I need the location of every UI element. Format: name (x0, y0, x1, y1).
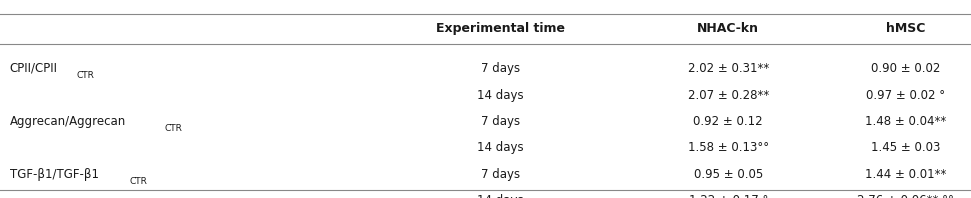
Text: 1.22 ± 0.17 °: 1.22 ± 0.17 ° (688, 194, 768, 198)
Text: 0.95 ± 0.05: 0.95 ± 0.05 (693, 168, 763, 181)
Text: Aggrecan/Aggrecan: Aggrecan/Aggrecan (10, 115, 126, 128)
Text: CTR: CTR (77, 71, 94, 80)
Text: 2.02 ± 0.31**: 2.02 ± 0.31** (687, 62, 769, 75)
Text: 2.07 ± 0.28**: 2.07 ± 0.28** (687, 89, 769, 102)
Text: 7 days: 7 days (481, 62, 519, 75)
Text: 14 days: 14 days (477, 194, 523, 198)
Text: CPII/CPII: CPII/CPII (10, 62, 57, 75)
Text: 1.58 ± 0.13°°: 1.58 ± 0.13°° (687, 141, 769, 154)
Text: hMSC: hMSC (886, 22, 925, 35)
Text: 14 days: 14 days (477, 141, 523, 154)
Text: 0.92 ± 0.12: 0.92 ± 0.12 (693, 115, 763, 128)
Text: 1.48 ± 0.04**: 1.48 ± 0.04** (865, 115, 946, 128)
Text: CTR: CTR (129, 177, 148, 186)
Text: 14 days: 14 days (477, 89, 523, 102)
Text: 2.76 ± 0.06**,°°: 2.76 ± 0.06**,°° (857, 194, 954, 198)
Text: NHAC-kn: NHAC-kn (697, 22, 759, 35)
Text: 0.97 ± 0.02 °: 0.97 ± 0.02 ° (866, 89, 945, 102)
Text: 7 days: 7 days (481, 168, 519, 181)
Text: 1.45 ± 0.03: 1.45 ± 0.03 (871, 141, 940, 154)
Text: 0.90 ± 0.02: 0.90 ± 0.02 (871, 62, 940, 75)
Text: CTR: CTR (164, 124, 183, 133)
Text: TGF-β1/TGF-β1: TGF-β1/TGF-β1 (10, 168, 99, 181)
Text: Experimental time: Experimental time (436, 22, 564, 35)
Text: 1.44 ± 0.01**: 1.44 ± 0.01** (865, 168, 946, 181)
Text: 7 days: 7 days (481, 115, 519, 128)
